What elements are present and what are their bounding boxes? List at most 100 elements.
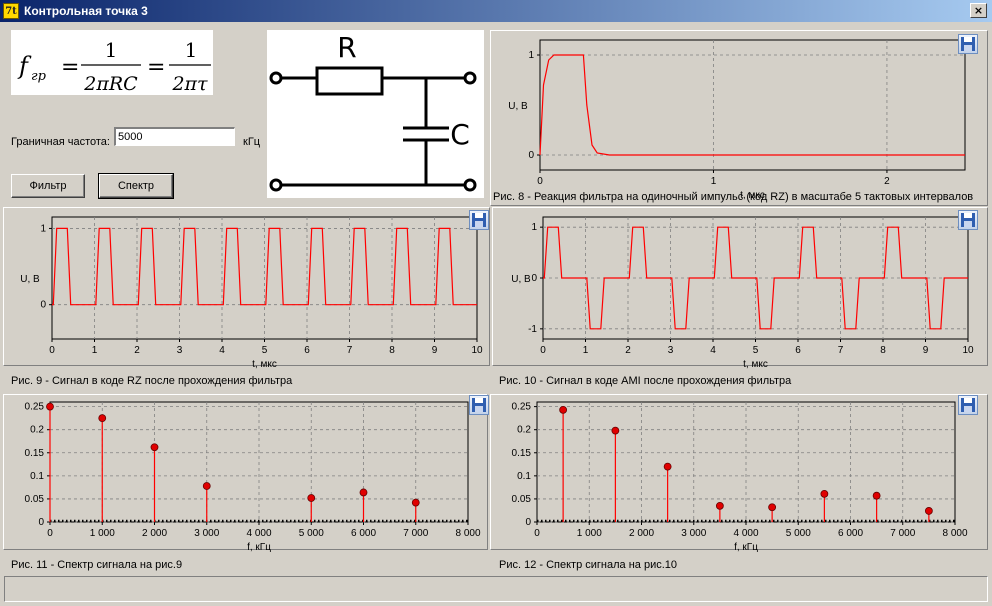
signal-trace <box>539 54 965 156</box>
resistor-label: R <box>337 31 356 64</box>
y-tick-label: 0.2 <box>517 425 531 436</box>
x-tick-label: 5 <box>753 345 759 356</box>
rc-circuit-diagram: R C <box>267 30 484 198</box>
x-tick-label: 2 <box>884 176 890 187</box>
formula-numerator-1: 1 <box>105 38 118 62</box>
x-tick-label: 6 000 <box>838 528 863 539</box>
fig10-caption: Рис. 10 - Сигнал в коде AMI после прохож… <box>499 375 792 387</box>
y-tick-label: 0.05 <box>25 494 45 505</box>
x-tick-label: 1 000 <box>90 528 115 539</box>
x-tick-label: 4 <box>710 345 716 356</box>
spectrum-point <box>924 507 933 515</box>
x-tick-label: 7 000 <box>403 528 428 539</box>
x-tick-label: 7 000 <box>890 528 915 539</box>
y-tick-label: 0.25 <box>512 402 532 413</box>
floppy-disk-icon <box>472 213 486 227</box>
y-tick-label: 1 <box>528 50 534 61</box>
spectrum-point <box>820 489 829 498</box>
spectrum-point <box>559 405 568 414</box>
filter-button[interactable]: Фильтр <box>11 174 85 198</box>
x-tick-label: 8 <box>389 345 395 356</box>
cutoff-frequency-unit: кГц <box>243 136 261 148</box>
x-tick-label: 1 <box>92 345 98 356</box>
fig8-chart: 0 1 2 0 1 t, мкс U, В <box>508 39 966 201</box>
spectrum-point <box>46 402 54 411</box>
spectrum-point <box>98 414 107 423</box>
x-tick-label: 8 000 <box>455 528 480 539</box>
cutoff-frequency-input[interactable] <box>114 127 235 146</box>
fig9-panel <box>3 207 490 366</box>
capacitor-label: C <box>450 118 470 151</box>
x-tick-label: 2 <box>625 345 631 356</box>
formula-f-symbol: f <box>17 52 32 80</box>
x-tick-label: 10 <box>962 345 974 356</box>
x-tick-label: 2 <box>134 345 140 356</box>
y-tick-label: 0 <box>528 150 534 161</box>
x-tick-label: 4 <box>219 345 225 356</box>
resistor <box>315 66 384 96</box>
fig8-panel <box>490 30 988 206</box>
signal-trace <box>52 227 477 306</box>
fig10-save-button[interactable] <box>958 210 978 230</box>
floppy-disk-icon <box>961 398 975 412</box>
fig8-save-button[interactable] <box>958 34 978 54</box>
y-tick-label: 0 <box>531 273 537 284</box>
x-tick-label: 9 <box>432 345 438 356</box>
x-tick-label: 6 000 <box>351 528 376 539</box>
x-tick-label: 6 <box>304 345 310 356</box>
floppy-disk-icon <box>961 213 975 227</box>
output-terminal-top <box>463 71 477 85</box>
spectrum-point <box>611 426 620 435</box>
spectrum-point <box>663 462 672 471</box>
formula-denominator-2: 2πτ <box>171 73 208 95</box>
y-axis-label: U, В <box>508 101 528 112</box>
spectrum-point <box>359 488 368 497</box>
x-tick-label: 8 <box>880 345 886 356</box>
x-tick-label: 3 000 <box>681 528 706 539</box>
fig8-caption: Рис. 8 - Реакция фильтра на одиночный им… <box>493 191 974 203</box>
x-tick-label: 0 <box>49 345 55 356</box>
plot-frame <box>539 39 966 171</box>
x-tick-label: 0 <box>534 528 540 539</box>
y-tick-label: 1 <box>531 222 537 233</box>
x-tick-label: 0 <box>540 345 546 356</box>
y-tick-label: 0 <box>38 517 44 528</box>
fig12-caption: Рис. 12 - Спектр сигнала на рис.10 <box>499 559 678 571</box>
formula-denominator-1: 2πRC <box>83 73 138 95</box>
x-tick-label: 6 <box>795 345 801 356</box>
cutoff-formula: f гр = 1 2πRC = 1 2πτ <box>11 30 213 95</box>
y-tick-label: 0 <box>40 300 46 311</box>
fig11-save-button[interactable] <box>469 395 489 415</box>
fig11-caption: Рис. 11 - Спектр сигнала на рис.9 <box>11 559 183 571</box>
x-tick-label: 3 000 <box>194 528 219 539</box>
x-tick-label: 4 000 <box>246 528 271 539</box>
svg-text:=: = <box>61 55 79 80</box>
y-tick-label: 1 <box>40 223 46 234</box>
fig11-panel <box>3 394 488 550</box>
fig9-caption: Рис. 9 - Сигнал в коде RZ после прохожде… <box>11 375 293 387</box>
x-tick-label: 5 000 <box>299 528 324 539</box>
status-bar <box>4 576 988 602</box>
fig11-chart: 0 1 000 2 000 3 000 4 000 5 000 6 000 7 000 8 00… <box>25 401 481 553</box>
x-axis-label: f, кГц <box>734 542 758 553</box>
cutoff-frequency-label: Граничная частота: <box>11 136 110 148</box>
x-tick-label: 0 <box>47 528 53 539</box>
x-axis-label: t, мкс <box>743 359 768 370</box>
fig12-chart: 0 1 000 2 000 3 000 4 000 5 000 6 000 7 000 8 00… <box>512 401 968 553</box>
x-tick-label: 2 000 <box>142 528 167 539</box>
x-tick-label: 3 <box>668 345 674 356</box>
x-tick-label: 1 <box>583 345 589 356</box>
close-button[interactable]: × <box>970 3 987 18</box>
y-tick-label: 0.1 <box>517 471 531 482</box>
fig12-save-button[interactable] <box>958 395 978 415</box>
spectrum-point <box>715 501 724 510</box>
floppy-disk-icon <box>961 37 975 51</box>
x-tick-label: 2 000 <box>629 528 654 539</box>
x-tick-label: 7 <box>347 345 353 356</box>
formula-f-subscript: гр <box>31 69 47 84</box>
fig9-save-button[interactable] <box>469 210 489 230</box>
fig10-panel <box>492 207 988 366</box>
y-axis-label: U, В <box>20 274 40 285</box>
y-tick-label: 0.1 <box>30 471 44 482</box>
spectrum-button[interactable]: Спектр <box>98 173 174 199</box>
